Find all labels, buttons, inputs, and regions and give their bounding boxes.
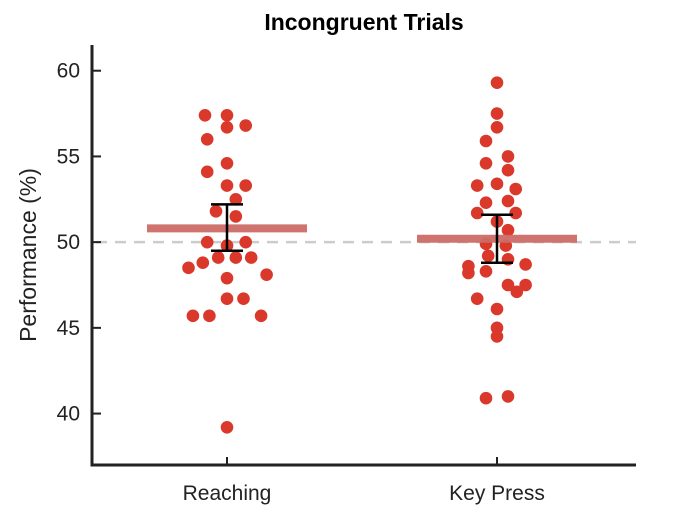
data-point-2-13	[470, 206, 484, 220]
data-point-1-14	[239, 235, 252, 249]
y-axis-label: Performance (%)	[15, 168, 41, 342]
data-point-2-33	[501, 390, 515, 403]
data-point-1-25	[186, 309, 200, 323]
data-point-2-25	[501, 278, 515, 292]
data-point-1-10	[229, 192, 243, 206]
data-point-1-28	[220, 420, 234, 434]
y-tick-label-45: 45	[57, 317, 80, 340]
data-point-2-9	[490, 177, 504, 191]
y-tick-label-55: 55	[57, 145, 80, 168]
data-point-1-16	[211, 251, 225, 264]
data-point-1-6	[220, 156, 234, 170]
y-tick-label-50: 50	[57, 231, 80, 254]
data-point-1-3	[200, 132, 214, 146]
data-point-1-9	[239, 179, 252, 192]
data-point-1-22	[260, 268, 273, 282]
data-point-2-22	[462, 266, 475, 280]
data-point-1-13	[200, 235, 214, 249]
data-point-2-31	[490, 330, 504, 343]
data-point-2-29	[490, 302, 504, 316]
data-point-1-5	[239, 119, 252, 132]
data-point-2-19	[481, 249, 495, 263]
data-point-1-8	[220, 179, 234, 192]
data-point-2-28	[470, 292, 484, 306]
data-point-2-27	[510, 285, 524, 299]
data-point-2-4	[479, 134, 493, 148]
data-point-1-27	[254, 309, 268, 323]
x-tick-label-2: Key Press	[449, 482, 545, 505]
y-tick-label-40: 40	[57, 403, 80, 426]
axes-layer: 40 45 50 55 60 Reaching Key Press	[57, 45, 636, 505]
data-point-1-24	[237, 292, 250, 306]
data-point-1-1	[198, 108, 212, 122]
data-point-1-2	[220, 108, 234, 122]
data-point-2-11	[479, 196, 493, 210]
data-point-2-32	[479, 391, 493, 405]
data-point-2-10	[509, 182, 522, 196]
data-point-1-20	[196, 256, 210, 270]
data-point-2-1	[490, 76, 504, 90]
data-point-2-6	[479, 156, 493, 170]
data-point-2-12	[501, 194, 515, 208]
data-point-2-26	[519, 278, 532, 292]
data-point-2-24	[519, 258, 532, 271]
data-point-1-4	[220, 120, 234, 134]
summary-layer	[147, 203, 577, 264]
data-point-2-3	[490, 120, 504, 134]
data-point-1-11	[209, 204, 223, 218]
data-point-1-23	[220, 292, 234, 306]
data-point-2-23	[479, 264, 493, 278]
data-point-1-17	[229, 251, 243, 264]
data-point-2-16	[501, 223, 515, 237]
data-point-1-18	[244, 251, 258, 264]
y-tick-label-60: 60	[57, 60, 80, 83]
x-tick-label-1: Reaching	[183, 482, 272, 505]
data-point-2-15	[509, 206, 522, 220]
data-point-1-7	[200, 165, 214, 179]
points-layer	[182, 76, 532, 434]
data-point-2-5	[501, 150, 515, 163]
data-point-2-8	[470, 179, 484, 192]
chart-title: Incongruent Trials	[264, 9, 463, 35]
data-point-2-7	[501, 163, 515, 177]
data-point-2-2	[490, 107, 504, 120]
data-point-1-21	[220, 271, 234, 285]
data-point-1-12	[229, 210, 243, 223]
data-point-1-26	[203, 309, 216, 323]
data-point-1-19	[182, 261, 195, 275]
